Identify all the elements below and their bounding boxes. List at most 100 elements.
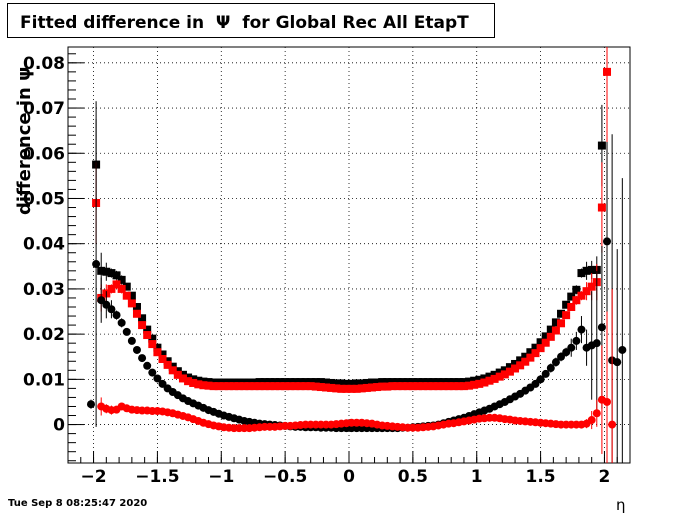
data-point-square [132,303,141,311]
data-point-square [138,321,147,330]
data-point-square [434,378,443,387]
data-point-square [531,343,540,352]
data-point-square [429,382,438,391]
data-point-square [158,350,167,359]
data-point-square [148,340,157,349]
data-point-square [470,376,479,385]
data-point-square [424,378,433,387]
data-point-square [408,382,417,391]
data-point-square [373,383,382,392]
data-point-square [153,343,162,352]
data-point-square [439,382,448,391]
data-point-square [97,266,106,275]
data-point-square [347,384,356,393]
data-point-square [194,380,203,389]
data-point-square [449,382,458,391]
data-point-square [245,382,254,391]
data-point-square [419,382,428,391]
data-point-square [184,377,193,386]
data-point-square [485,372,494,381]
data-point-square [562,311,571,320]
data-point-square [332,384,341,393]
data-point-square [557,319,566,328]
data-point-square [470,380,479,389]
data-point-square [122,291,131,300]
data-point-circle [86,400,95,409]
data-point-square [393,378,402,387]
data-point-square [444,378,453,387]
data-point-square [327,378,336,387]
data-point-square [296,382,305,391]
data-point-square [163,360,172,369]
data-point-square [521,352,530,361]
data-point-square [480,378,489,387]
x-tick-label: 1 [471,467,483,487]
data-point-circle [122,327,131,336]
data-point-square [322,383,331,392]
data-point-square [255,382,264,391]
data-point-circle [132,345,141,354]
data-point-square [316,378,325,387]
data-point-square [546,325,555,334]
data-point-square [454,378,463,387]
data-point-square [173,370,182,379]
data-point-square [587,265,596,274]
data-point-square [367,378,376,387]
data-point-circle [551,358,560,367]
data-point-square [562,300,571,309]
data-point-circle [546,364,555,373]
data-point-square [306,382,315,391]
data-point-square [572,296,581,305]
y-tick-label: 0 [53,416,65,436]
data-point-circle [587,416,596,425]
data-point-square [444,382,453,391]
data-point-square [403,382,412,391]
data-point-square [342,379,351,388]
x-axis-label: η [616,496,626,514]
data-point-square [199,381,208,390]
data-point-square [311,378,320,387]
x-tick-label: 0.5 [398,467,428,487]
data-point-square [490,370,499,379]
y-axis-label: difference in ψ [14,66,35,215]
data-point-square [270,378,279,387]
data-point-square [122,282,131,291]
data-point-circle [597,323,606,332]
data-point-square [265,382,274,391]
data-point-square [301,378,310,387]
data-point-square [526,348,535,357]
x-tick-label: 2 [599,467,611,487]
data-point-square [316,383,325,392]
data-point-square [291,378,300,387]
data-point-square [511,364,520,373]
data-point-square [597,203,606,212]
data-point-square [148,334,157,343]
data-point-square [546,332,555,341]
data-point-square [577,269,586,278]
data-point-square [276,378,285,387]
data-point-square [413,378,422,387]
data-point-square [449,378,458,387]
data-point-square [572,285,581,294]
x-tick-label: 0 [343,467,355,487]
data-point-square [276,382,285,391]
data-point-square [557,309,566,318]
data-point-square [551,318,560,327]
data-point-square [286,382,295,391]
data-point-square [214,382,223,391]
data-point-square [459,378,468,387]
data-point-square [127,299,136,308]
data-point-square [158,355,167,363]
data-point-square [526,353,535,362]
data-point-square [551,326,560,335]
data-point-square [286,378,295,387]
data-point-square [388,382,397,391]
x-tick-label: −2 [81,467,107,487]
data-point-square [281,382,290,391]
y-tick-label: 0.05 [23,189,65,209]
data-point-square [465,377,474,386]
data-point-square [531,349,540,358]
data-point-square [322,378,331,387]
data-point-square [143,325,152,334]
data-point-square [505,367,514,376]
